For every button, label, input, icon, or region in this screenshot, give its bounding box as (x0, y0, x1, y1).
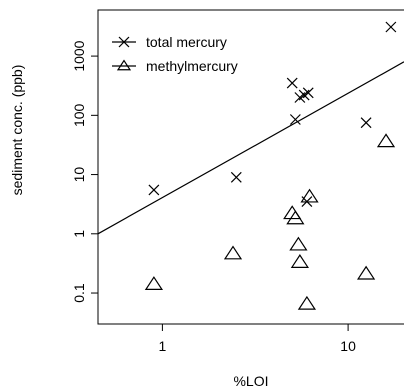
legend-label: methylmercury (146, 58, 238, 74)
legend-item: total mercury (112, 34, 227, 50)
point-total-mercury (230, 171, 242, 183)
point-total-mercury (286, 77, 298, 89)
y-axis: 0.1 1 10 100 1000 (71, 40, 98, 303)
x-tick-label: 10 (340, 338, 356, 354)
point-methylmercury (300, 188, 319, 203)
legend-marker-x-icon (118, 36, 130, 48)
point-methylmercury (286, 210, 305, 225)
y-axis-label: sediment conc. (ppb) (9, 65, 25, 196)
point-total-mercury (148, 184, 160, 196)
point-total-mercury (302, 87, 314, 99)
x-axis: 1 10 (159, 324, 356, 354)
point-methylmercury (297, 295, 317, 310)
legend: total mercury methylmercury (112, 34, 238, 74)
legend-marker-triangle-icon (116, 59, 132, 71)
point-total-mercury (289, 114, 301, 125)
point-methylmercury (144, 276, 164, 291)
x-tick-label: 1 (159, 338, 167, 354)
point-methylmercury (289, 236, 308, 251)
legend-label: total mercury (146, 34, 227, 50)
points-layer (144, 21, 397, 310)
y-tick-label: 0.1 (71, 283, 87, 303)
point-methylmercury (356, 265, 376, 280)
point-total-mercury (360, 117, 372, 129)
y-tick-label: 1000 (71, 40, 87, 71)
point-methylmercury (376, 133, 396, 148)
plot-frame (97, 9, 404, 325)
point-methylmercury (223, 245, 243, 260)
y-tick-label: 1 (71, 230, 87, 238)
point-total-mercury (385, 21, 397, 33)
point-methylmercury (290, 254, 309, 268)
fit-line-layer (97, 61, 404, 235)
y-tick-label: 10 (71, 167, 87, 183)
y-tick-label: 100 (71, 103, 87, 127)
fit-line-total-mercury (97, 61, 404, 235)
legend-item: methylmercury (112, 58, 238, 74)
x-axis-label: %LOI (233, 373, 268, 389)
